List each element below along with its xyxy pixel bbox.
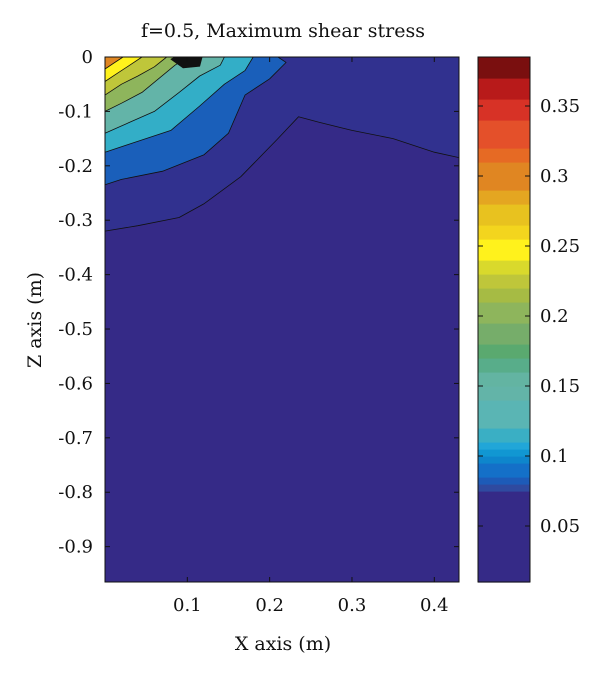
colorbar <box>478 57 530 583</box>
contour-plot-area <box>104 56 460 583</box>
colorbar-segment <box>478 120 530 149</box>
x-axis-label: X axis (m) <box>235 633 331 655</box>
colorbar-segment <box>478 449 530 457</box>
colorbar-segment <box>478 344 530 359</box>
x-tick-label: 0.4 <box>420 595 449 616</box>
colorbar-segment <box>478 463 530 478</box>
colorbar-segment <box>478 400 530 429</box>
y-tick-label: -0.5 <box>58 319 93 340</box>
colorbar-tick-label: 0.35 <box>540 96 580 117</box>
colorbar-tick-label: 0.1 <box>540 446 569 467</box>
colorbar-segment <box>478 99 530 121</box>
x-tick-label: 0.3 <box>338 595 367 616</box>
colorbar-segment <box>478 225 530 240</box>
chart-title: f=0.5, Maximum shear stress <box>141 20 425 42</box>
colorbar-tick-label: 0.25 <box>540 236 580 257</box>
colorbar-segment <box>478 57 530 79</box>
colorbar-segment <box>478 428 530 443</box>
colorbar-tick-label: 0.3 <box>540 166 569 187</box>
colorbar-segment <box>478 148 530 163</box>
colorbar-segment <box>478 484 530 492</box>
colorbar-segment <box>478 274 530 289</box>
x-tick-label: 0.1 <box>173 595 202 616</box>
colorbar-segment <box>478 239 530 261</box>
x-tick-label: 0.2 <box>255 595 284 616</box>
colorbar-ticks: 0.05 0.1 0.15 0.2 0.25 0.3 0.35 <box>478 96 580 537</box>
y-tick-label: -0.4 <box>58 265 93 286</box>
colorbar-segment <box>478 442 530 450</box>
colorbar-segment <box>478 456 530 464</box>
colorbar-segment <box>478 288 530 303</box>
colorbar-segment <box>478 372 530 387</box>
plot-frame <box>104 56 460 583</box>
y-tick-label: -0.9 <box>58 537 93 558</box>
colorbar-segment <box>478 190 530 205</box>
colorbar-segment <box>478 302 530 324</box>
y-tick-label: -0.2 <box>58 156 93 177</box>
colorbar-segment <box>478 204 530 226</box>
colorbar-tick-label: 0.2 <box>540 306 569 327</box>
y-axis-label: Z axis (m) <box>24 272 46 368</box>
colorbar-segment <box>478 386 530 401</box>
colorbar-tick-label: 0.15 <box>540 376 580 397</box>
colorbar-segment <box>478 491 530 583</box>
colorbar-frame <box>477 56 531 583</box>
y-axis: 0 -0.1 -0.2 -0.3 -0.4 -0.5 -0.6 -0.7 -0.8 -0.9 <box>58 47 459 558</box>
colorbar-segment <box>478 260 530 275</box>
colorbar-segment <box>478 323 530 345</box>
y-tick-label: -0.7 <box>58 428 93 449</box>
colorbar-segment <box>478 477 530 485</box>
colorbar-tick-label: 0.05 <box>540 516 580 537</box>
colorbar-segment <box>478 162 530 191</box>
y-tick-label: -0.8 <box>58 482 93 503</box>
colorbar-segment <box>478 358 530 373</box>
x-axis: 0.1 0.2 0.3 0.4 <box>173 57 449 616</box>
y-tick-label: -0.3 <box>58 210 93 231</box>
colorbar-segment <box>478 78 530 100</box>
y-tick-label: -0.1 <box>58 101 93 122</box>
y-tick-label: -0.6 <box>58 373 93 394</box>
y-tick-label: 0 <box>82 47 93 68</box>
